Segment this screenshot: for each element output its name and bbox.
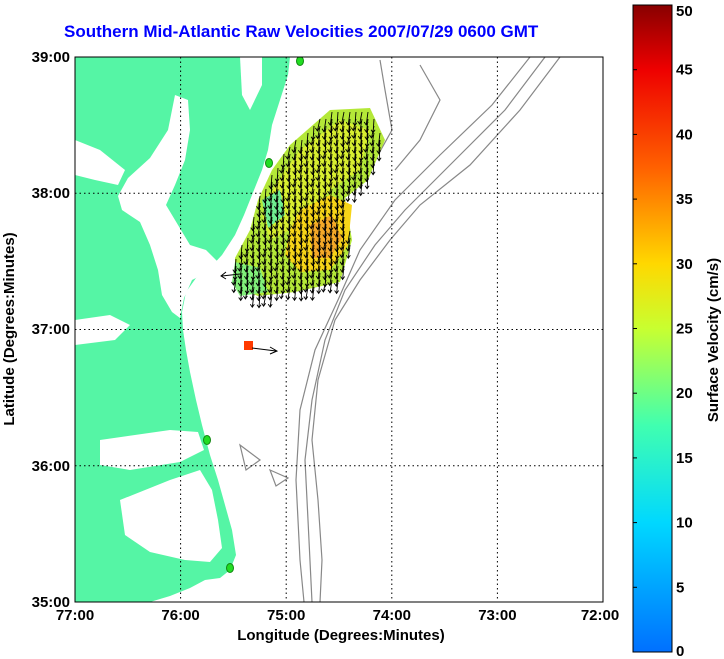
colorbar-tick-label: 5 [676, 579, 684, 596]
map-title: Southern Mid-Atlantic Raw Velocities 200… [64, 22, 539, 41]
colorbar-tick-label: 20 [676, 385, 693, 402]
colorbar-tick-label: 10 [676, 515, 693, 532]
delaware-inlet [240, 57, 262, 110]
colorbar-tick-label: 30 [676, 256, 693, 273]
pamlico-sound [120, 470, 222, 562]
y-tick-label: 37:00 [32, 321, 70, 338]
isolated-vector-arrow [251, 346, 279, 355]
colorbar-tick-label: 45 [676, 62, 693, 79]
chesapeake-bay [118, 95, 218, 318]
y-tick-label: 35:00 [32, 594, 70, 611]
station-marker [265, 158, 273, 168]
x-tick-label: 73:00 [478, 607, 516, 624]
coastal-arrow [220, 271, 241, 280]
isobath-lines [239, 57, 561, 602]
colorbar-tick-label: 0 [676, 643, 684, 659]
y-tick-label: 38:00 [32, 185, 70, 202]
station-marker [226, 563, 234, 573]
colorbar-tick-label: 50 [676, 3, 693, 20]
station-marker [203, 435, 211, 445]
station-marker [296, 57, 304, 66]
grid-lines [75, 57, 603, 602]
x-tick-label: 76:00 [161, 607, 199, 624]
y-tick-label: 36:00 [32, 458, 70, 475]
colorbar-tick-label: 40 [676, 126, 693, 143]
colorbar-label: Surface Velocity (cm/s) [705, 258, 722, 422]
y-axis-label: Latitude (Degrees:Minutes) [1, 232, 18, 425]
x-tick-label: 74:00 [373, 607, 411, 624]
bay-inlet [75, 140, 125, 185]
plot-frame [74, 56, 604, 603]
y-tick-label: 39:00 [32, 49, 70, 66]
colorbar-tick-label: 15 [676, 450, 693, 467]
x-tick-label: 72:00 [581, 607, 619, 624]
station-markers [203, 57, 304, 573]
x-tick-label: 75:00 [267, 607, 305, 624]
colorbar-tick-label: 25 [676, 321, 693, 338]
colorbar-tick-label: 35 [676, 191, 693, 208]
colorbar-gradient [632, 4, 673, 653]
isolated-vector-point [244, 341, 253, 350]
y-axis: 39:00 38:00 37:00 36:00 35:00 Latitude (… [1, 49, 70, 611]
x-tick-label: 77:00 [56, 607, 94, 624]
x-axis-label: Longitude (Degrees:Minutes) [237, 627, 445, 644]
x-axis: 77:00 76:00 75:00 74:00 73:00 72:00 Long… [56, 607, 619, 644]
velocity-arrow-set [231, 111, 382, 309]
albemarle-sound [100, 430, 204, 470]
velocity-arrows [231, 111, 382, 309]
